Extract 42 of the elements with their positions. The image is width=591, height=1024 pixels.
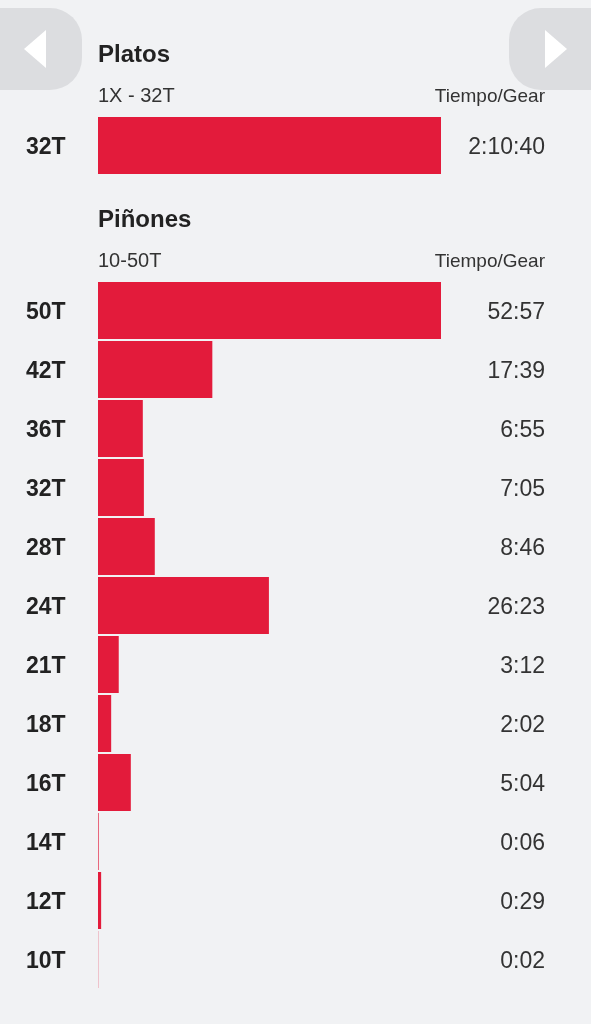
- chart-subtitle: 10-50T: [98, 249, 162, 271]
- y-tick-label: 10T: [26, 946, 66, 973]
- data-label: 3:12: [500, 651, 545, 678]
- text: Tiempo/Gear: [434, 250, 546, 271]
- bar: [98, 459, 144, 516]
- bar: [98, 518, 155, 575]
- y-tick-label: 32T: [26, 132, 66, 159]
- y-tick-label: 21T: [26, 651, 66, 678]
- y-tick-label: 32T: [26, 474, 66, 501]
- y-tick-label: 24T: [26, 592, 66, 619]
- data-label: 5:04: [500, 769, 546, 796]
- bar: [98, 872, 102, 929]
- y-tick-label: 18T: [26, 710, 66, 737]
- data-label: 0:06: [500, 828, 545, 855]
- bar: [98, 282, 441, 339]
- data-label: 8:46: [500, 533, 545, 560]
- bar: [98, 695, 112, 752]
- data-label: 6:55: [500, 415, 545, 442]
- bar: [98, 341, 213, 398]
- chart-title: Piñones: [98, 205, 192, 232]
- y-tick-label: 36T: [26, 415, 66, 442]
- y-tick-label: 50T: [26, 297, 66, 324]
- bar: [98, 577, 269, 634]
- data-label: 2:10:40: [468, 132, 545, 159]
- y-tick-label: 12T: [26, 887, 66, 914]
- y-tick-label: 42T: [26, 356, 66, 383]
- y-tick-label: 28T: [26, 533, 66, 560]
- bar: [98, 400, 143, 457]
- chart-subtitle: 1X - 32T: [98, 84, 175, 106]
- bar: [98, 754, 131, 811]
- y-tick-label: 16T: [26, 769, 66, 796]
- data-label: 26:23: [487, 592, 545, 619]
- data-label: 17:39: [487, 356, 545, 383]
- data-label: 0:29: [500, 887, 545, 914]
- annotation: Tiempo/Gear: [434, 85, 546, 106]
- bar: [98, 636, 119, 693]
- data-label: 0:02: [500, 946, 545, 973]
- chart-title: Platos: [98, 40, 171, 67]
- data-label: 2:02: [500, 710, 545, 737]
- data-label: 52:57: [487, 297, 545, 324]
- y-tick-label: 14T: [26, 828, 66, 855]
- data-label: 7:05: [500, 474, 545, 501]
